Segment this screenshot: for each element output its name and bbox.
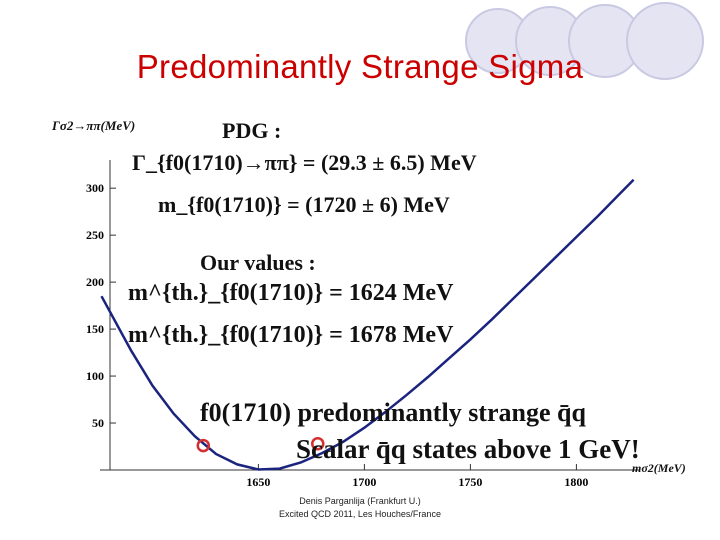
decorative-circle — [626, 2, 704, 80]
y-axis-label: Γσ2→ππ(MeV) — [51, 118, 135, 133]
marker-group — [196, 436, 325, 453]
slide-title: Predominantly Strange Sigma — [136, 48, 584, 85]
our-mass-formula-1: m^{th.}_{f0(1710)} = 1624 MeV — [128, 280, 454, 306]
our-mass-formula-2: m^{th.}_{f0(1710)} = 1678 MeV — [128, 322, 454, 348]
conclusion-text: f0(1710) predominantly strange q̄q — [200, 398, 586, 427]
y-tick-label: 300 — [86, 181, 104, 195]
footer-author: Denis Parganlija (Frankfurt U.) — [299, 496, 421, 506]
mass-marker — [311, 436, 325, 451]
y-tick-label: 50 — [92, 416, 104, 430]
x-axis-label: mσ2(MeV) — [632, 461, 686, 475]
x-tick-label: 1650 — [246, 475, 270, 489]
pdg-mass-formula: m_{f0(1710)} = (1720 ± 6) MeV — [158, 192, 450, 217]
pdg-width-formula: Γ_{f0(1710)→ππ} = (29.3 ± 6.5) MeV — [132, 150, 477, 175]
our-values-header: Our values : — [200, 250, 316, 275]
y-tick-label: 250 — [86, 228, 104, 242]
pdg-header: PDG : — [222, 118, 282, 143]
scalar-states-text: Scalar q̄q states above 1 GeV! — [296, 434, 640, 464]
footer-conference: Excited QCD 2011, Les Houches/France — [279, 509, 441, 519]
y-tick-label: 150 — [86, 322, 104, 336]
x-tick-label: 1750 — [458, 475, 482, 489]
y-tick-label: 200 — [86, 275, 104, 289]
y-tick-label: 100 — [86, 369, 104, 383]
x-tick-label: 1800 — [564, 475, 588, 489]
y-tick-group: 50 100 150 200 250 300 — [86, 181, 116, 430]
x-tick-label: 1700 — [352, 475, 376, 489]
mass-marker — [196, 438, 211, 453]
x-tick-group: 1650 1700 1750 1800 — [246, 464, 588, 489]
data-series-line — [100, 178, 635, 471]
